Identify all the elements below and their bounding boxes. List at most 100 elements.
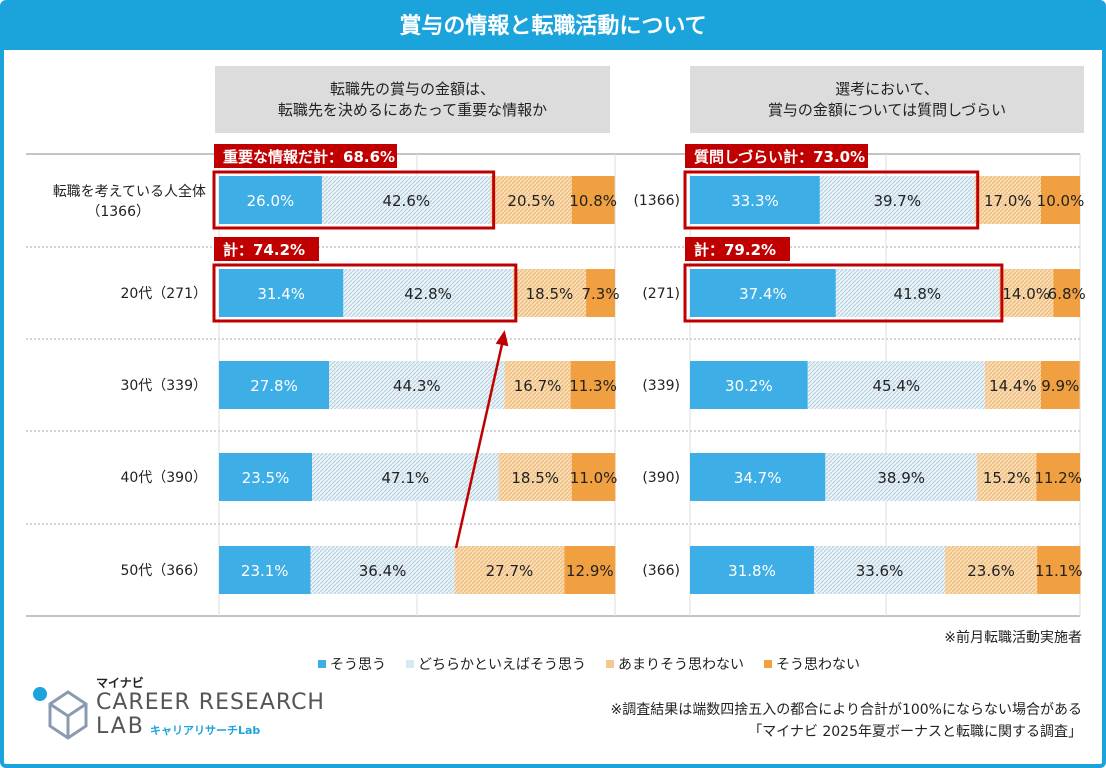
bar-segment-agree: [690, 361, 808, 409]
bar-segment-somewhat-disagree: [454, 546, 565, 594]
data-label-agree: 26.0%: [247, 192, 295, 210]
legend-item-disagree: そう思わない: [764, 654, 860, 674]
bar-segment-disagree: [1041, 361, 1080, 409]
highlight-box: [683, 170, 980, 230]
bar-segment-somewhat-agree: [807, 361, 985, 409]
highlight-tag-label: 計：74.2%: [223, 241, 305, 259]
data-label-disagree: 10.8%: [569, 192, 617, 210]
data-label-agree: 33.3%: [731, 192, 779, 210]
trend-arrow-line: [454, 339, 505, 549]
bar-segment-somewhat-disagree: [490, 176, 572, 224]
bar-segment-agree: [219, 176, 322, 224]
bar-segment-agree: [690, 546, 815, 594]
page-title: 賞与の情報と転職活動について: [4, 4, 1102, 50]
data-label-agree: 23.5%: [242, 469, 290, 487]
data-label-somewhat-disagree: 27.7%: [486, 562, 534, 580]
data-label-disagree: 12.9%: [566, 562, 614, 580]
bar-segment-somewhat-agree: [835, 269, 999, 317]
bar-segment-somewhat-agree: [814, 546, 946, 594]
bar-segment-somewhat-disagree: [998, 269, 1054, 317]
bar-segment-disagree: [571, 453, 616, 501]
category-label: (1366): [633, 193, 680, 209]
bar-segment-somewhat-disagree: [974, 176, 1041, 224]
bar-segment-disagree: [1053, 269, 1080, 317]
bar-segment-agree: [219, 361, 330, 409]
logo-sub: キャリアリサーチLab: [150, 724, 261, 737]
highlight-tag-label: 質問しづらい計：73.0%: [694, 148, 865, 166]
data-label-agree: 31.4%: [257, 285, 305, 303]
bar-segment-somewhat-agree: [310, 546, 455, 594]
data-label-disagree: 11.1%: [1035, 562, 1083, 580]
logo-brand-small: マイナビ: [96, 676, 144, 690]
legend-label-somewhat-agree: どちらかといえばそう思う: [418, 657, 586, 673]
legend: そう思う どちらかといえばそう思う あまりそう思わない そう思わない: [318, 654, 860, 674]
bar-segment-somewhat-disagree: [945, 546, 1038, 594]
highlight-tag-label: 重要な情報だ計：68.6%: [223, 148, 395, 166]
data-label-somewhat-agree: 36.4%: [359, 562, 407, 580]
highlight-tag: [214, 144, 397, 168]
highlight-tag: [685, 144, 868, 168]
data-label-agree: 30.2%: [725, 377, 773, 395]
bar-segment-somewhat-agree: [343, 269, 513, 317]
category-label: (271): [642, 286, 680, 302]
data-label-agree: 34.7%: [734, 469, 782, 487]
left-question-header: 転職先の賞与の金額は、 転職先を決めるにあたって重要な情報か: [215, 66, 610, 133]
data-label-somewhat-disagree: 20.5%: [507, 192, 555, 210]
data-label-disagree: 6.8%: [1048, 285, 1086, 303]
data-label-disagree: 11.2%: [1034, 469, 1082, 487]
highlight-tag: [685, 237, 790, 261]
legend-swatch-agree: [318, 660, 326, 668]
data-label-disagree: 11.0%: [570, 469, 618, 487]
data-label-disagree: 9.9%: [1041, 377, 1079, 395]
bar-segment-agree: [219, 546, 311, 594]
bar-segment-disagree: [586, 269, 615, 317]
highlight-box: [683, 263, 1004, 323]
data-label-somewhat-agree: 39.7%: [873, 192, 921, 210]
highlight-box: [212, 170, 496, 230]
bar-segment-disagree: [564, 546, 616, 594]
legend-swatch-somewhat-agree: [406, 660, 414, 668]
bar-segment-agree: [690, 176, 820, 224]
bar-segment-disagree: [570, 361, 616, 409]
legend-item-somewhat-agree: どちらかといえばそう思う: [406, 654, 586, 674]
category-label: 30代（339）: [120, 378, 207, 394]
source-note: 「マイナビ 2025年夏ボーナスと転職に関する調査」: [748, 724, 1082, 740]
data-label-somewhat-disagree: 18.5%: [526, 285, 574, 303]
category-label-count: （1366）: [86, 204, 150, 220]
category-label: 40代（390）: [120, 470, 207, 486]
logo-line2: LAB: [96, 714, 145, 739]
data-label-somewhat-disagree: 23.6%: [967, 562, 1015, 580]
category-label: 20代（271）: [120, 286, 207, 302]
bar-segment-agree: [690, 453, 826, 501]
bar-segment-somewhat-agree: [329, 361, 505, 409]
bar-segment-somewhat-disagree: [984, 361, 1041, 409]
data-label-somewhat-agree: 45.4%: [872, 377, 920, 395]
category-label: (366): [642, 563, 680, 579]
category-label: 50代（366）: [120, 563, 207, 579]
data-label-somewhat-disagree: 16.7%: [514, 377, 562, 395]
legend-label-agree: そう思う: [330, 657, 386, 673]
legend-swatch-disagree: [764, 660, 772, 668]
category-label: (339): [642, 378, 680, 394]
respondents-note: ※前月転職活動実施者: [944, 630, 1082, 646]
data-label-disagree: 10.0%: [1037, 192, 1085, 210]
data-label-somewhat-agree: 41.8%: [894, 285, 942, 303]
legend-item-agree: そう思う: [318, 654, 386, 674]
data-label-agree: 37.4%: [739, 285, 787, 303]
bar-segment-somewhat-agree: [825, 453, 978, 501]
legend-label-disagree: そう思わない: [776, 657, 860, 673]
career-research-lab-logo-mark: [33, 687, 88, 740]
bar-segment-disagree: [1037, 546, 1081, 594]
logo-line1: CAREER RESEARCH: [96, 690, 325, 715]
data-label-somewhat-agree: 42.8%: [404, 285, 452, 303]
left-question-line1: 転職先の賞与の金額は、: [329, 79, 495, 98]
legend-swatch-somewhat-disagree: [606, 660, 614, 668]
highlight-tag: [214, 237, 319, 261]
data-label-agree: 27.8%: [250, 377, 298, 395]
data-label-somewhat-disagree: 18.5%: [511, 469, 559, 487]
bar-segment-somewhat-agree: [819, 176, 975, 224]
bar-segment-somewhat-disagree: [498, 453, 572, 501]
data-label-somewhat-disagree: 15.2%: [983, 469, 1031, 487]
category-label: (390): [642, 470, 680, 486]
data-label-somewhat-disagree: 14.4%: [989, 377, 1037, 395]
